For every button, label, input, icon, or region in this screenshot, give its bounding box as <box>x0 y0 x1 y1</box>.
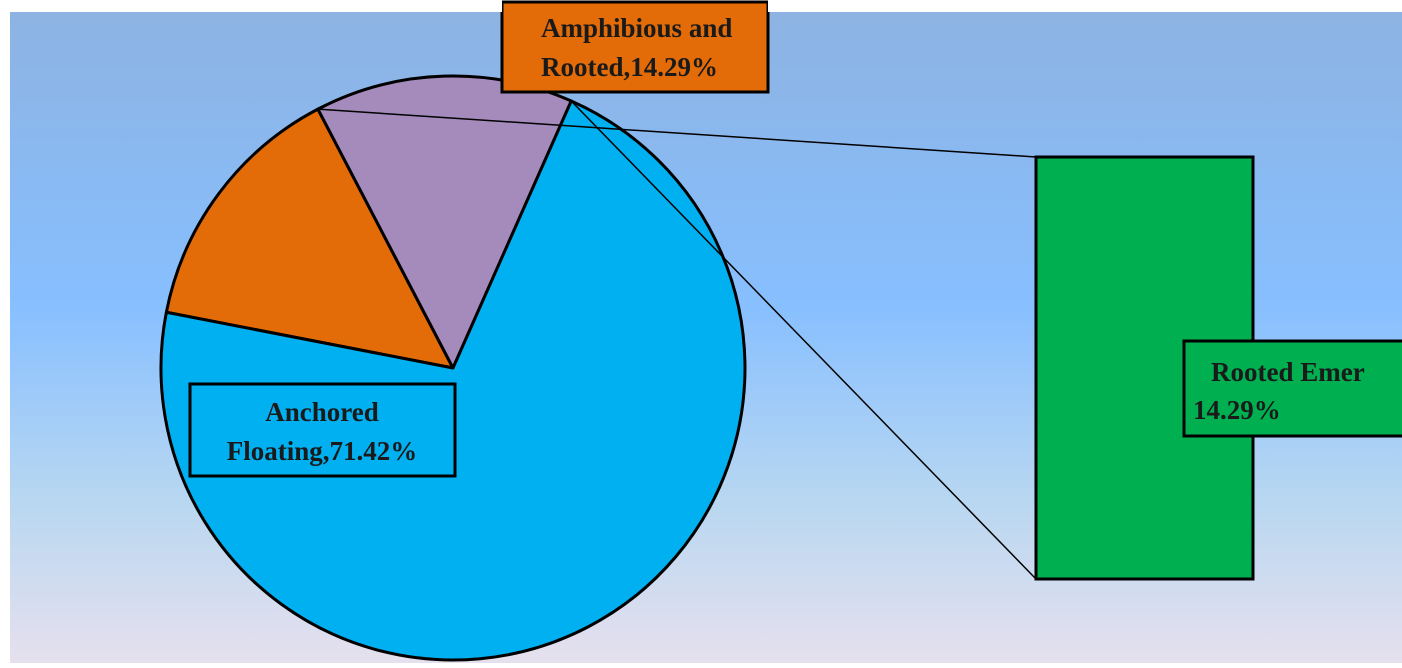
data-label-text: Rooted,14.29% <box>541 52 718 82</box>
data-label-text: 14.29% <box>1193 395 1281 425</box>
connector-line-bottom <box>570 100 1037 580</box>
left-margin <box>0 0 10 663</box>
pie-slice-3 <box>159 99 747 662</box>
data-label-text: Floating,71.42% <box>227 436 418 466</box>
top-margin-left <box>0 0 502 12</box>
connector-line-top <box>317 108 1037 158</box>
data-label-3: Anchored Floating,71.42% <box>188 382 457 478</box>
data-label-box <box>500 0 770 94</box>
slices-layer <box>159 74 747 662</box>
data-label-box <box>1182 339 1402 438</box>
data-label-text: Amphibious and <box>541 13 732 43</box>
data-label-text: Anchored <box>265 397 379 427</box>
pie-slice-1 <box>164 107 455 370</box>
connector-layer <box>317 100 1037 580</box>
data-label-box <box>188 382 457 478</box>
data-label-1: Amphibious and Rooted,14.29% <box>500 0 770 94</box>
labels-layer: Amphibious and Rooted,14.29% Rooted Emer 14… <box>188 0 1402 478</box>
data-label-text: Rooted Emer <box>1211 357 1365 387</box>
data-label-2: Rooted Emer 14.29% <box>1182 339 1402 438</box>
top-margin-right <box>768 0 1402 12</box>
